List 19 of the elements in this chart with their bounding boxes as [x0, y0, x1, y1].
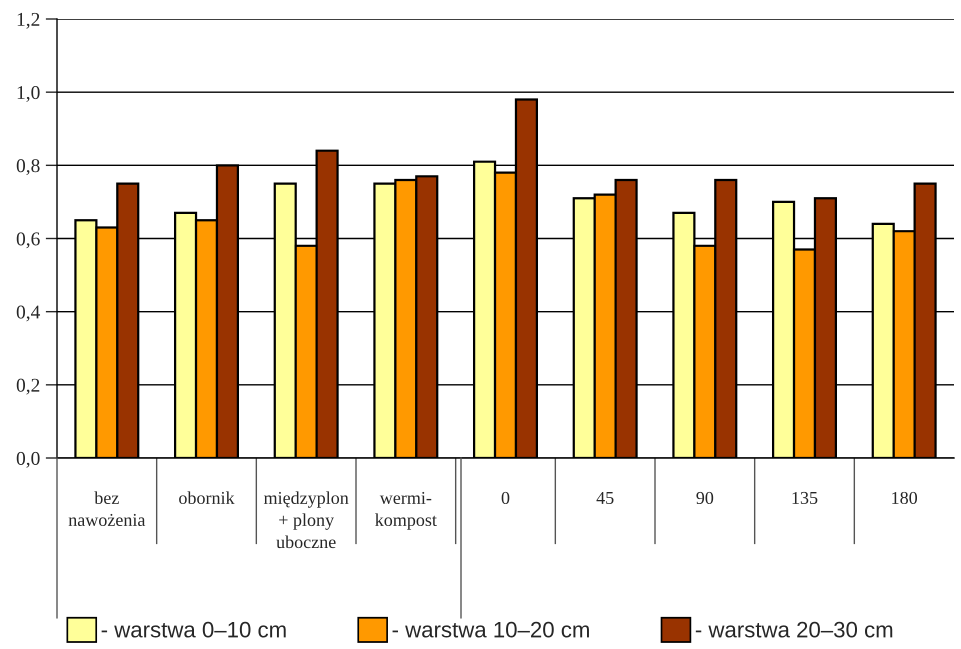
- x-tick-label: 135: [792, 492, 818, 504]
- y-tick-label: 0,4: [16, 305, 40, 322]
- x-tick-label: wermi- kompost: [375, 492, 437, 530]
- x-tick-label: 45: [596, 492, 614, 504]
- legend-label: - warstwa 20–30 cm: [696, 622, 892, 638]
- x-tick-label: bez nawożenia: [68, 491, 146, 526]
- y-tick-label: 0,8: [16, 159, 40, 176]
- x-tick-label: międzyplon + plony uboczne: [264, 491, 349, 548]
- x-tick-label: 0: [502, 492, 510, 504]
- y-tick-label: 0,2: [16, 378, 40, 395]
- x-tick-label: obornik: [179, 491, 235, 504]
- y-tick-label: 1,2: [18, 12, 40, 29]
- y-tick-label: 0,0: [16, 452, 40, 468]
- y-tick-label: 1,0: [18, 86, 40, 102]
- y-tick-label: 0,6: [16, 232, 40, 248]
- legend-label: - warstwa 10–20 cm: [392, 622, 589, 638]
- legend-label: - warstwa 0–10 cm: [102, 622, 286, 638]
- x-tick-label: 180: [892, 492, 918, 504]
- x-tick-label: 90: [696, 492, 714, 504]
